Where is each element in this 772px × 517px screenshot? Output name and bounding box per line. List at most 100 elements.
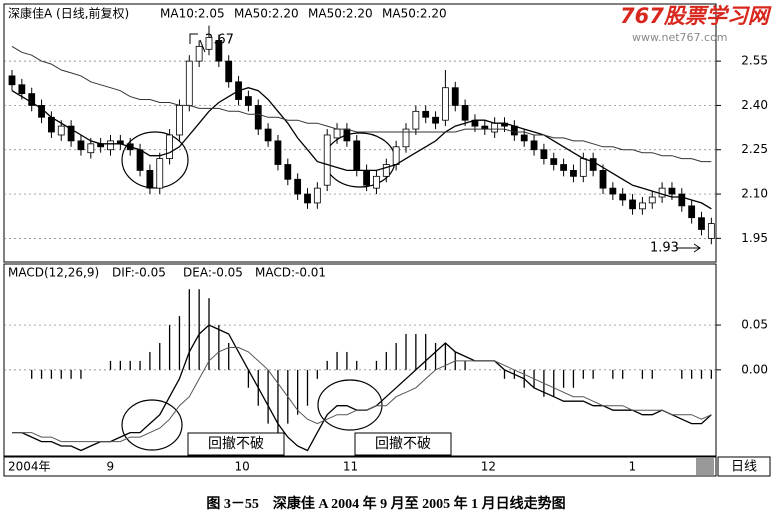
highlight-ellipse	[121, 399, 183, 451]
candle-body	[599, 170, 607, 189]
candle-body	[402, 128, 410, 148]
macd-label: DEA:-0.05	[183, 266, 243, 280]
annotation-box	[187, 432, 285, 456]
candle-body	[363, 170, 371, 186]
candle-body	[244, 96, 252, 106]
y-tick-label: 2.55	[741, 54, 768, 68]
candle-body	[215, 40, 223, 62]
candle-body	[176, 105, 183, 136]
candle-body	[629, 199, 636, 210]
y-tick-label: 0.05	[741, 318, 768, 332]
candle-body	[225, 60, 233, 83]
candle-body	[107, 140, 114, 151]
candle-body	[77, 140, 85, 151]
candle-body	[422, 110, 430, 118]
candle-body	[18, 84, 26, 95]
caption: 图 3－55 深康佳 A 2004 年 9 月至 2005 年 1 月日线走势图	[206, 495, 565, 512]
candle-body	[136, 149, 144, 171]
line	[12, 324, 712, 452]
y-tick-label: 2.40	[741, 98, 768, 112]
candle-body	[530, 140, 538, 151]
candle-body	[274, 140, 282, 165]
time-axis	[3, 456, 717, 477]
price-title: 深康佳A (日线,前复权)	[8, 6, 129, 21]
candle-body	[313, 187, 321, 204]
macd-label: DIF:-0.05	[112, 266, 166, 280]
candle-body	[205, 37, 213, 50]
candle-body	[540, 149, 548, 160]
candle-body	[648, 196, 656, 204]
candle-body	[392, 146, 400, 165]
candle-body	[254, 105, 262, 130]
candle-body	[451, 87, 459, 106]
ma-label: MA50:2.20	[382, 7, 447, 21]
x-tick-label: 12	[481, 460, 496, 474]
y-tick-label: 0.00	[741, 362, 768, 376]
macd-title: MACD(12,26,9)	[8, 266, 99, 280]
candle-body	[353, 140, 361, 171]
candle-body	[264, 128, 272, 142]
x-tick-label: 2004年	[8, 460, 51, 474]
candle-body	[698, 217, 705, 230]
watermark-title: 767股票学习网	[620, 4, 772, 28]
macd-label: MACD:-0.01	[255, 266, 326, 280]
candle-body	[156, 158, 164, 189]
watermark-url: www.net767.com	[632, 31, 728, 44]
candle-body	[67, 125, 75, 142]
candle-body	[432, 116, 439, 124]
candle-body	[570, 170, 577, 177]
annotation: 回撤不破	[208, 436, 264, 452]
highlight-ellipse	[121, 131, 189, 189]
price-panel	[3, 3, 717, 263]
arrow	[676, 243, 701, 253]
candle-body	[688, 205, 696, 219]
period-tab[interactable]: 日线	[731, 460, 757, 475]
period-tab-box[interactable]	[717, 456, 771, 477]
candle-body	[166, 134, 174, 160]
x-tick-label: 9	[107, 460, 115, 474]
candle-body	[579, 158, 587, 177]
candle-body	[185, 60, 193, 106]
y-tick-label: 2.25	[741, 142, 768, 156]
candle-body	[87, 143, 95, 154]
candle-body	[639, 202, 646, 210]
candle-body	[560, 164, 567, 171]
y-tick-label: 1.95	[741, 231, 768, 245]
candle-body	[382, 164, 390, 177]
candle-body	[195, 45, 203, 62]
line	[12, 347, 712, 443]
x-tick-label: 10	[235, 460, 250, 474]
candle-body	[48, 116, 55, 133]
candle-body	[510, 125, 518, 136]
candle-body	[146, 170, 154, 189]
candle-body	[284, 164, 292, 180]
highlight-ellipse	[317, 379, 383, 431]
candle-body	[550, 158, 558, 165]
candle-body	[8, 75, 16, 86]
annotation: 1.93	[650, 241, 679, 256]
ma-label: MA50:2.20	[308, 7, 373, 21]
candle-body	[707, 223, 715, 239]
candle-body	[609, 187, 617, 195]
candle-body	[373, 175, 380, 189]
candle-body	[491, 122, 499, 133]
candle-body	[441, 87, 449, 121]
x-tick-label: 1	[629, 460, 637, 474]
candle-body	[461, 105, 469, 121]
ma-label: MA10:2.05	[160, 7, 225, 21]
macd-panel	[3, 263, 717, 457]
candle-body	[668, 187, 676, 195]
candle-body	[343, 128, 351, 142]
y-tick-label: 2.10	[741, 187, 768, 201]
ma-label: MA50:2.20	[234, 7, 299, 21]
candle-body	[333, 128, 341, 139]
candle-body	[294, 178, 302, 195]
candle-body	[589, 158, 597, 171]
scroll-box	[696, 458, 714, 475]
candle-body	[658, 187, 666, 198]
candle-body	[678, 193, 686, 207]
line	[11, 87, 712, 210]
candle-body	[323, 134, 331, 186]
candle-body	[520, 134, 528, 142]
